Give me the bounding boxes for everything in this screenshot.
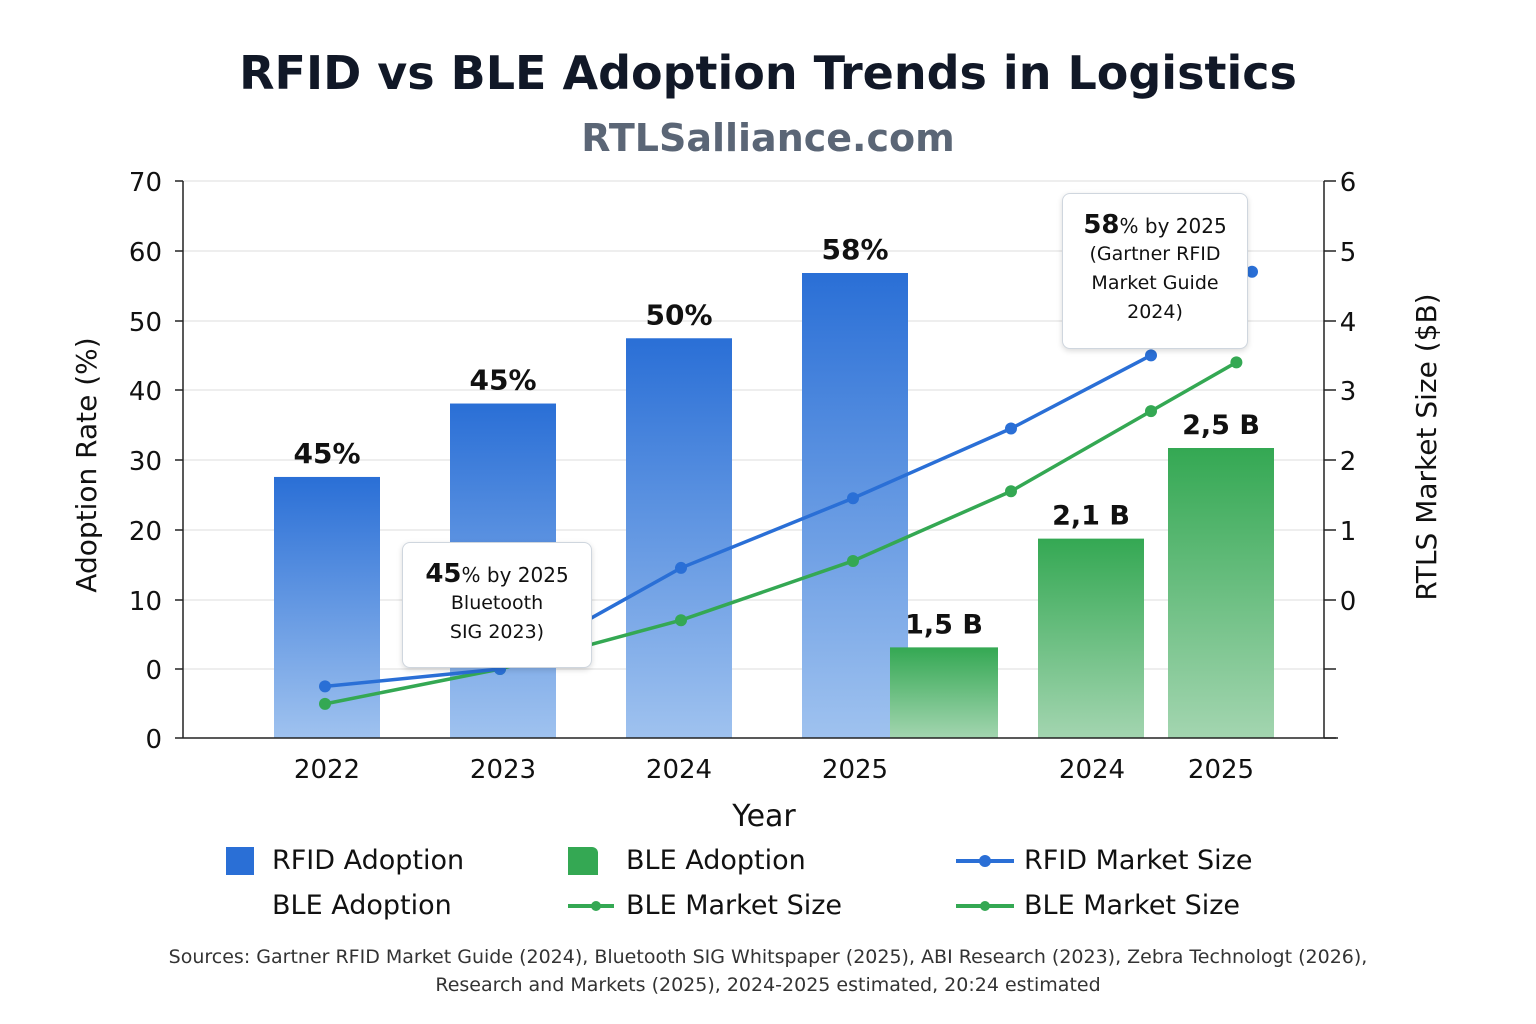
sources-line-2: Research and Markets (2025), 2024-2025 e…	[435, 974, 1101, 996]
y-tick-label: 50	[129, 308, 162, 338]
ble-bar	[1168, 448, 1274, 738]
y-tick-label: 0	[145, 656, 162, 686]
ble-market-line-point	[1145, 405, 1157, 418]
rfid-callout: 58% by 2025 (Gartner RFID Market Guide 2…	[1062, 193, 1248, 349]
legend-label: RFID Adoption	[272, 845, 465, 876]
rfid-market-line-point	[675, 561, 687, 574]
ble-callout-value: 45	[425, 559, 462, 589]
legend-label: BLE Market Size	[626, 890, 843, 921]
legend-rfid-adoption: RFID Adoption	[226, 845, 464, 876]
rfid-callout-rest: % by 2025	[1119, 214, 1227, 238]
rfid-market-line-point	[1005, 422, 1017, 435]
legend-label: RFID Market Size	[1024, 845, 1253, 876]
legend-label: BLE Market Size	[1024, 890, 1241, 921]
ble-callout: 45% by 2025 Bluetooth SIG 2023)	[402, 542, 592, 668]
legend-ble-market-size-2: BLE Market Size	[956, 890, 1240, 921]
ble-market-line-point	[1005, 485, 1017, 498]
x-tick-label: 2023	[470, 755, 536, 785]
y-tick-label: 30	[129, 447, 162, 477]
chart-title: RFID vs BLE Adoption Trends in Logistics	[239, 46, 1297, 100]
legend-blue-square-icon	[226, 846, 254, 875]
y2-tick-label: 1	[1340, 517, 1357, 547]
y2-tick-label: 2	[1340, 447, 1357, 477]
rfid-callout-line-3: 2024)	[1127, 301, 1183, 323]
rfid-market-line-point	[319, 680, 331, 693]
ble-callout-line-2: SIG 2023)	[449, 621, 545, 643]
ble-bar-label: 2,5 B	[1182, 410, 1260, 441]
legend-ble-market-size-1: BLE Market Size	[568, 890, 842, 921]
rfid-bar	[626, 338, 732, 738]
legend-blue-line-icon	[956, 854, 1014, 867]
rfid-market-line-point	[847, 492, 859, 505]
rfid-bar-label: 45%	[293, 437, 360, 470]
x-tick-label: 2025	[822, 755, 888, 785]
rfid-bar	[274, 476, 380, 738]
y2-tick-label: 5	[1340, 238, 1357, 268]
sources-note: Sources: Gartner RFID Market Guide (2024…	[0, 943, 1536, 999]
y-tick-label: 60	[129, 238, 162, 268]
ble-callout-rest: % by 2025	[461, 563, 569, 587]
legend-green-line-icon	[956, 900, 1014, 911]
ble-market-line-point	[847, 554, 859, 567]
y-tick-label: 70	[129, 168, 162, 198]
legend-label: BLE Adoption	[272, 890, 452, 921]
ble-market-line-point	[319, 697, 331, 710]
y-axis-title: Adoption Rate (%)	[70, 337, 103, 592]
rfid-market-line-point	[1145, 349, 1157, 362]
lines-group	[319, 265, 1258, 710]
x-tick-label: 2025	[1188, 755, 1254, 785]
rfid-bar-label: 50%	[645, 298, 712, 331]
ble-callout-line-1: Bluetooth	[450, 592, 544, 614]
y-tick-label: 40	[129, 377, 162, 407]
y2-tick-label: 4	[1340, 308, 1357, 338]
x-tick-label: 2024	[646, 755, 712, 785]
legend-green-line-icon	[568, 900, 614, 911]
legend-green-square-icon	[568, 846, 598, 875]
rfid-bar-label: 45%	[469, 364, 536, 397]
rfid-market-line-path	[324, 353, 1152, 689]
y2-axis-title: RTLS Market Size ($B)	[1410, 293, 1443, 600]
x-tick-label: 2022	[294, 755, 360, 785]
x-tick-label: 2024	[1059, 755, 1125, 785]
ble-bar-label: 1,5 B	[905, 609, 983, 640]
legend-ble-adoption-bar: BLE Adoption	[568, 845, 806, 876]
chart-subtitle: RTLSalliance.com	[581, 116, 955, 160]
y-tick-label: 20	[129, 517, 162, 547]
y2-tick-label: 6	[1340, 168, 1357, 198]
y-tick-label: 0	[145, 725, 162, 755]
legend-label: BLE Adoption	[626, 845, 806, 876]
legend-rfid-market-size: RFID Market Size	[956, 845, 1252, 876]
rfid-bar-label: 58%	[821, 233, 888, 266]
y2-tick-label: 3	[1340, 377, 1357, 407]
ble-market-line-point	[675, 614, 687, 627]
sources-line-1: Sources: Gartner RFID Market Guide (2024…	[168, 946, 1368, 968]
rfid-callout-line-2: Market Guide	[1091, 272, 1219, 294]
rfid-callout-line-1: (Gartner RFID	[1089, 243, 1221, 265]
ble-bar	[890, 647, 998, 738]
ble-bar-label: 2,1 B	[1052, 501, 1130, 532]
ble-bar	[1038, 538, 1144, 738]
y2-tick-label: 0	[1340, 587, 1357, 617]
y-tick-label: 10	[129, 587, 162, 617]
ble-market-line-point	[1230, 356, 1243, 369]
rfid-market-line-end-point	[1246, 265, 1258, 278]
axes-group	[175, 180, 1338, 739]
x-axis-title: Year	[731, 799, 796, 834]
legend-ble-adoption-text: BLE Adoption	[272, 890, 452, 921]
rfid-callout-value: 58	[1083, 210, 1120, 240]
